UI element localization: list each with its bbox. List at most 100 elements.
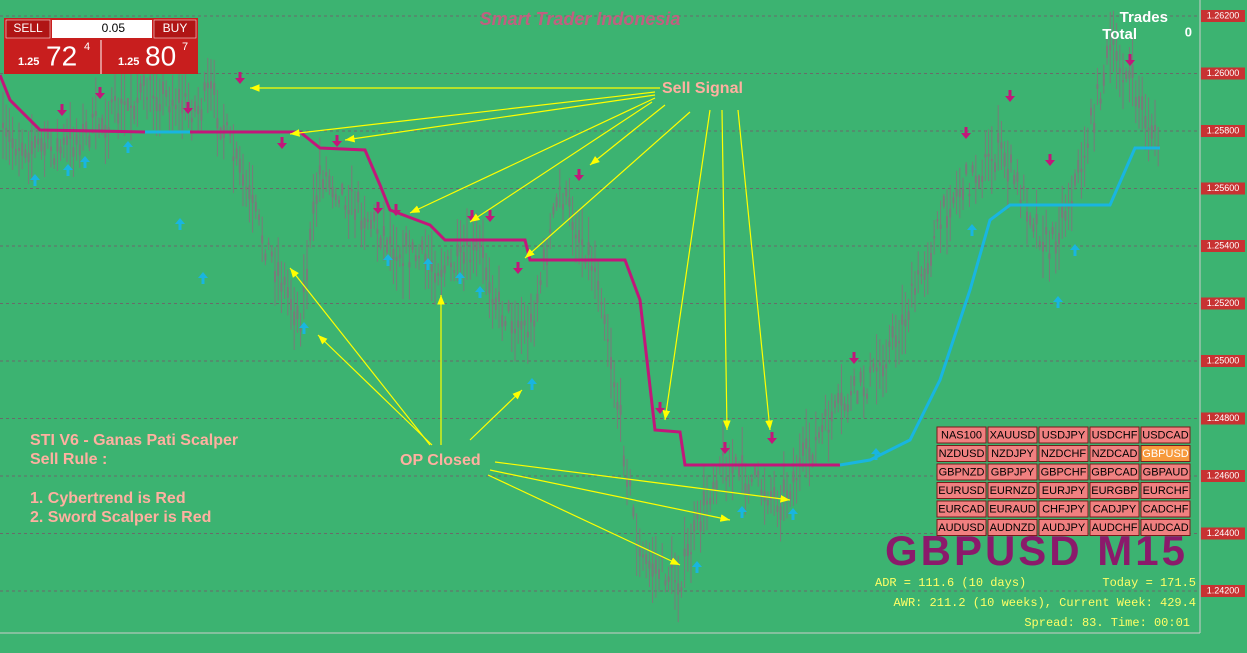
candle-body (1090, 107, 1092, 116)
candle-body (827, 429, 830, 433)
buy-button[interactable] (153, 19, 197, 39)
rules-title: STI V6 - Ganas Pati Scalper (30, 432, 238, 449)
candle-body (203, 82, 206, 91)
symbol-cell[interactable] (987, 519, 1038, 536)
sell-label: SELL (13, 21, 43, 35)
symbol-cell[interactable] (1140, 500, 1191, 518)
candle-body (725, 477, 728, 481)
candle-body (1125, 71, 1128, 79)
candle-body (123, 101, 126, 105)
sell-button[interactable] (5, 19, 51, 39)
candle-body (926, 262, 929, 274)
sell-arrow (574, 169, 584, 181)
candle-body (706, 500, 708, 505)
candle-body (696, 512, 699, 519)
symbol-cell[interactable] (1038, 519, 1089, 536)
sell-arrow (183, 102, 193, 114)
price-box (1201, 125, 1245, 137)
symbol-cell[interactable] (1089, 445, 1140, 462)
symbol-label: NZDUSD (939, 448, 985, 460)
symbol-cell[interactable] (987, 445, 1038, 462)
symbol-cell[interactable] (987, 482, 1038, 499)
buy-arrow (383, 254, 393, 266)
candle-body (373, 212, 376, 222)
symbol-cell[interactable] (936, 445, 987, 462)
annotation-arrow (487, 474, 681, 566)
symbol-cell[interactable] (1089, 519, 1140, 536)
buy-arrow (30, 174, 40, 186)
symbol-cell[interactable] (987, 500, 1038, 518)
symbol-cell[interactable] (1038, 426, 1089, 444)
candle-body (347, 209, 350, 215)
candle-body (190, 117, 193, 123)
sell-arrow (513, 262, 523, 274)
candle-body (843, 403, 846, 411)
candle-body (1080, 168, 1083, 173)
lot-input[interactable] (52, 20, 152, 38)
symbol-cell[interactable] (936, 463, 987, 481)
symbol-cell[interactable] (1038, 482, 1089, 499)
candle-body (875, 367, 878, 372)
candle-body (462, 252, 465, 264)
candle-body (837, 393, 840, 404)
candle-body (859, 371, 862, 383)
symbol-cell[interactable] (1038, 500, 1089, 518)
symbol-cell[interactable] (1140, 463, 1191, 481)
candle-body (757, 470, 760, 478)
candle-body (626, 477, 628, 487)
symbol-cell[interactable] (1089, 500, 1140, 518)
candle-body (776, 505, 779, 513)
candle-body (72, 147, 75, 157)
symbol-cell[interactable] (987, 426, 1038, 444)
watermark: Smart Trader Indonesia (480, 9, 681, 29)
candle-body (194, 101, 196, 112)
symbol-cell[interactable] (1038, 463, 1089, 481)
candle-body (971, 165, 974, 173)
symbol-cell[interactable] (1140, 445, 1191, 462)
price-label: 1.25000 (1207, 355, 1240, 365)
symbol-cell[interactable] (1140, 426, 1191, 444)
candle-body (30, 141, 33, 155)
symbol-cell[interactable] (936, 426, 987, 444)
candle-body (904, 319, 907, 327)
candle-body (824, 409, 827, 417)
candle-body (235, 148, 238, 159)
candle-body (869, 366, 872, 373)
buy-arrow (871, 448, 881, 460)
symbol-cell[interactable] (1089, 463, 1140, 481)
candle-body (344, 205, 347, 210)
symbol-cell[interactable] (1089, 482, 1140, 499)
candle-body (162, 81, 164, 94)
candle-body (693, 520, 696, 532)
candle-body (526, 331, 529, 338)
candle-body (648, 561, 651, 569)
price-box (1201, 297, 1245, 310)
candle-body (1112, 37, 1115, 45)
sell-arrow (235, 72, 245, 84)
candle-body (363, 217, 366, 229)
symbol-cell[interactable] (936, 482, 987, 499)
price-label: 1.24400 (1207, 528, 1240, 538)
candle-body (552, 206, 555, 215)
symbol-cell[interactable] (987, 463, 1038, 481)
candle-body (395, 256, 398, 261)
candle-body (85, 121, 88, 134)
candle-body (382, 226, 385, 236)
candle-body (1022, 186, 1025, 190)
symbol-cell[interactable] (1140, 519, 1191, 536)
symbol-cell[interactable] (936, 519, 987, 536)
buy-arrow (1053, 296, 1063, 308)
symbol-cell[interactable] (936, 500, 987, 518)
symbol-label: USDCHF (1092, 429, 1138, 441)
candle-body (280, 282, 283, 292)
symbol-cell[interactable] (1038, 445, 1089, 462)
candle-body (872, 363, 875, 368)
candle-body (66, 135, 68, 145)
candle-body (264, 253, 267, 261)
candle-body (549, 229, 552, 233)
symbol-cell[interactable] (1089, 426, 1140, 444)
symbol-label: EURCAD (938, 503, 985, 515)
candle-body (21, 142, 24, 156)
symbol-cell[interactable] (1140, 482, 1191, 499)
